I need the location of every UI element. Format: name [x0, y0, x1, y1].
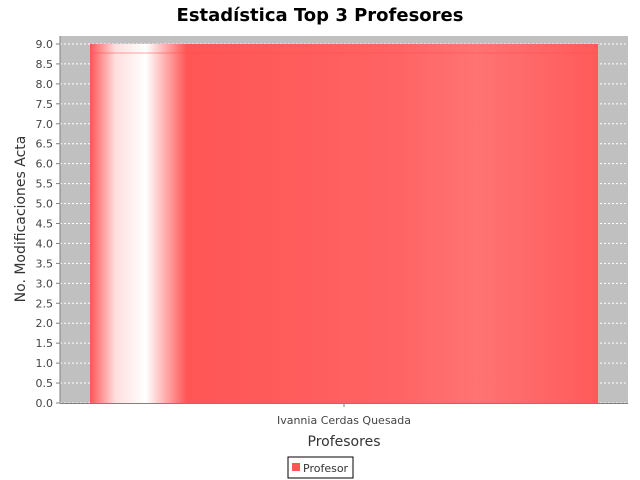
- x-axis-label: Profesores: [308, 434, 381, 450]
- y-tick-label: 2.5: [36, 297, 54, 310]
- bars: [90, 43, 598, 403]
- y-tick-label: 4.0: [36, 237, 54, 250]
- y-tick-label: 6.5: [36, 138, 54, 151]
- y-axis: 0.0 0.5 1.0 1.5 2.0 2.5 3.0 3.5 4.0 4.5 5.0 5.5 6.0 6…: [36, 36, 61, 410]
- y-tick-label: 2.0: [36, 317, 54, 330]
- y-tick-label: 8.5: [36, 58, 54, 71]
- y-tick-label: 0.5: [36, 377, 54, 390]
- y-tick-label: 5.5: [36, 178, 54, 191]
- y-tick-label: 1.5: [36, 337, 54, 350]
- legend-box: [287, 456, 354, 479]
- y-tick-label: 3.5: [36, 257, 54, 270]
- y-tick-label: 3.0: [36, 277, 54, 290]
- y-tick-label: 1.0: [36, 357, 54, 370]
- y-axis-label: No. Modificaciones Acta: [13, 136, 29, 303]
- y-tick-label: 7.0: [36, 118, 54, 131]
- legend-item-label: Profesor: [303, 462, 349, 475]
- chart-title: Estadística Top 3 Profesores: [177, 5, 464, 26]
- legend-swatch: [292, 463, 300, 471]
- y-tick-label: 5.0: [36, 198, 54, 211]
- legend: Profesor: [287, 456, 354, 479]
- bar-0-0: [90, 43, 598, 403]
- y-tick-label: 9.0: [36, 38, 54, 51]
- y-tick-label: 6.0: [36, 158, 54, 171]
- x-axis: Ivannia Cerdas Quesada: [60, 403, 628, 427]
- y-tick-label: 4.5: [36, 217, 54, 230]
- y-tick-label: 0.0: [36, 397, 54, 410]
- y-tick-label: 8.0: [36, 78, 54, 91]
- x-tick-label: Ivannia Cerdas Quesada: [277, 414, 411, 427]
- y-tick-label: 7.5: [36, 98, 54, 111]
